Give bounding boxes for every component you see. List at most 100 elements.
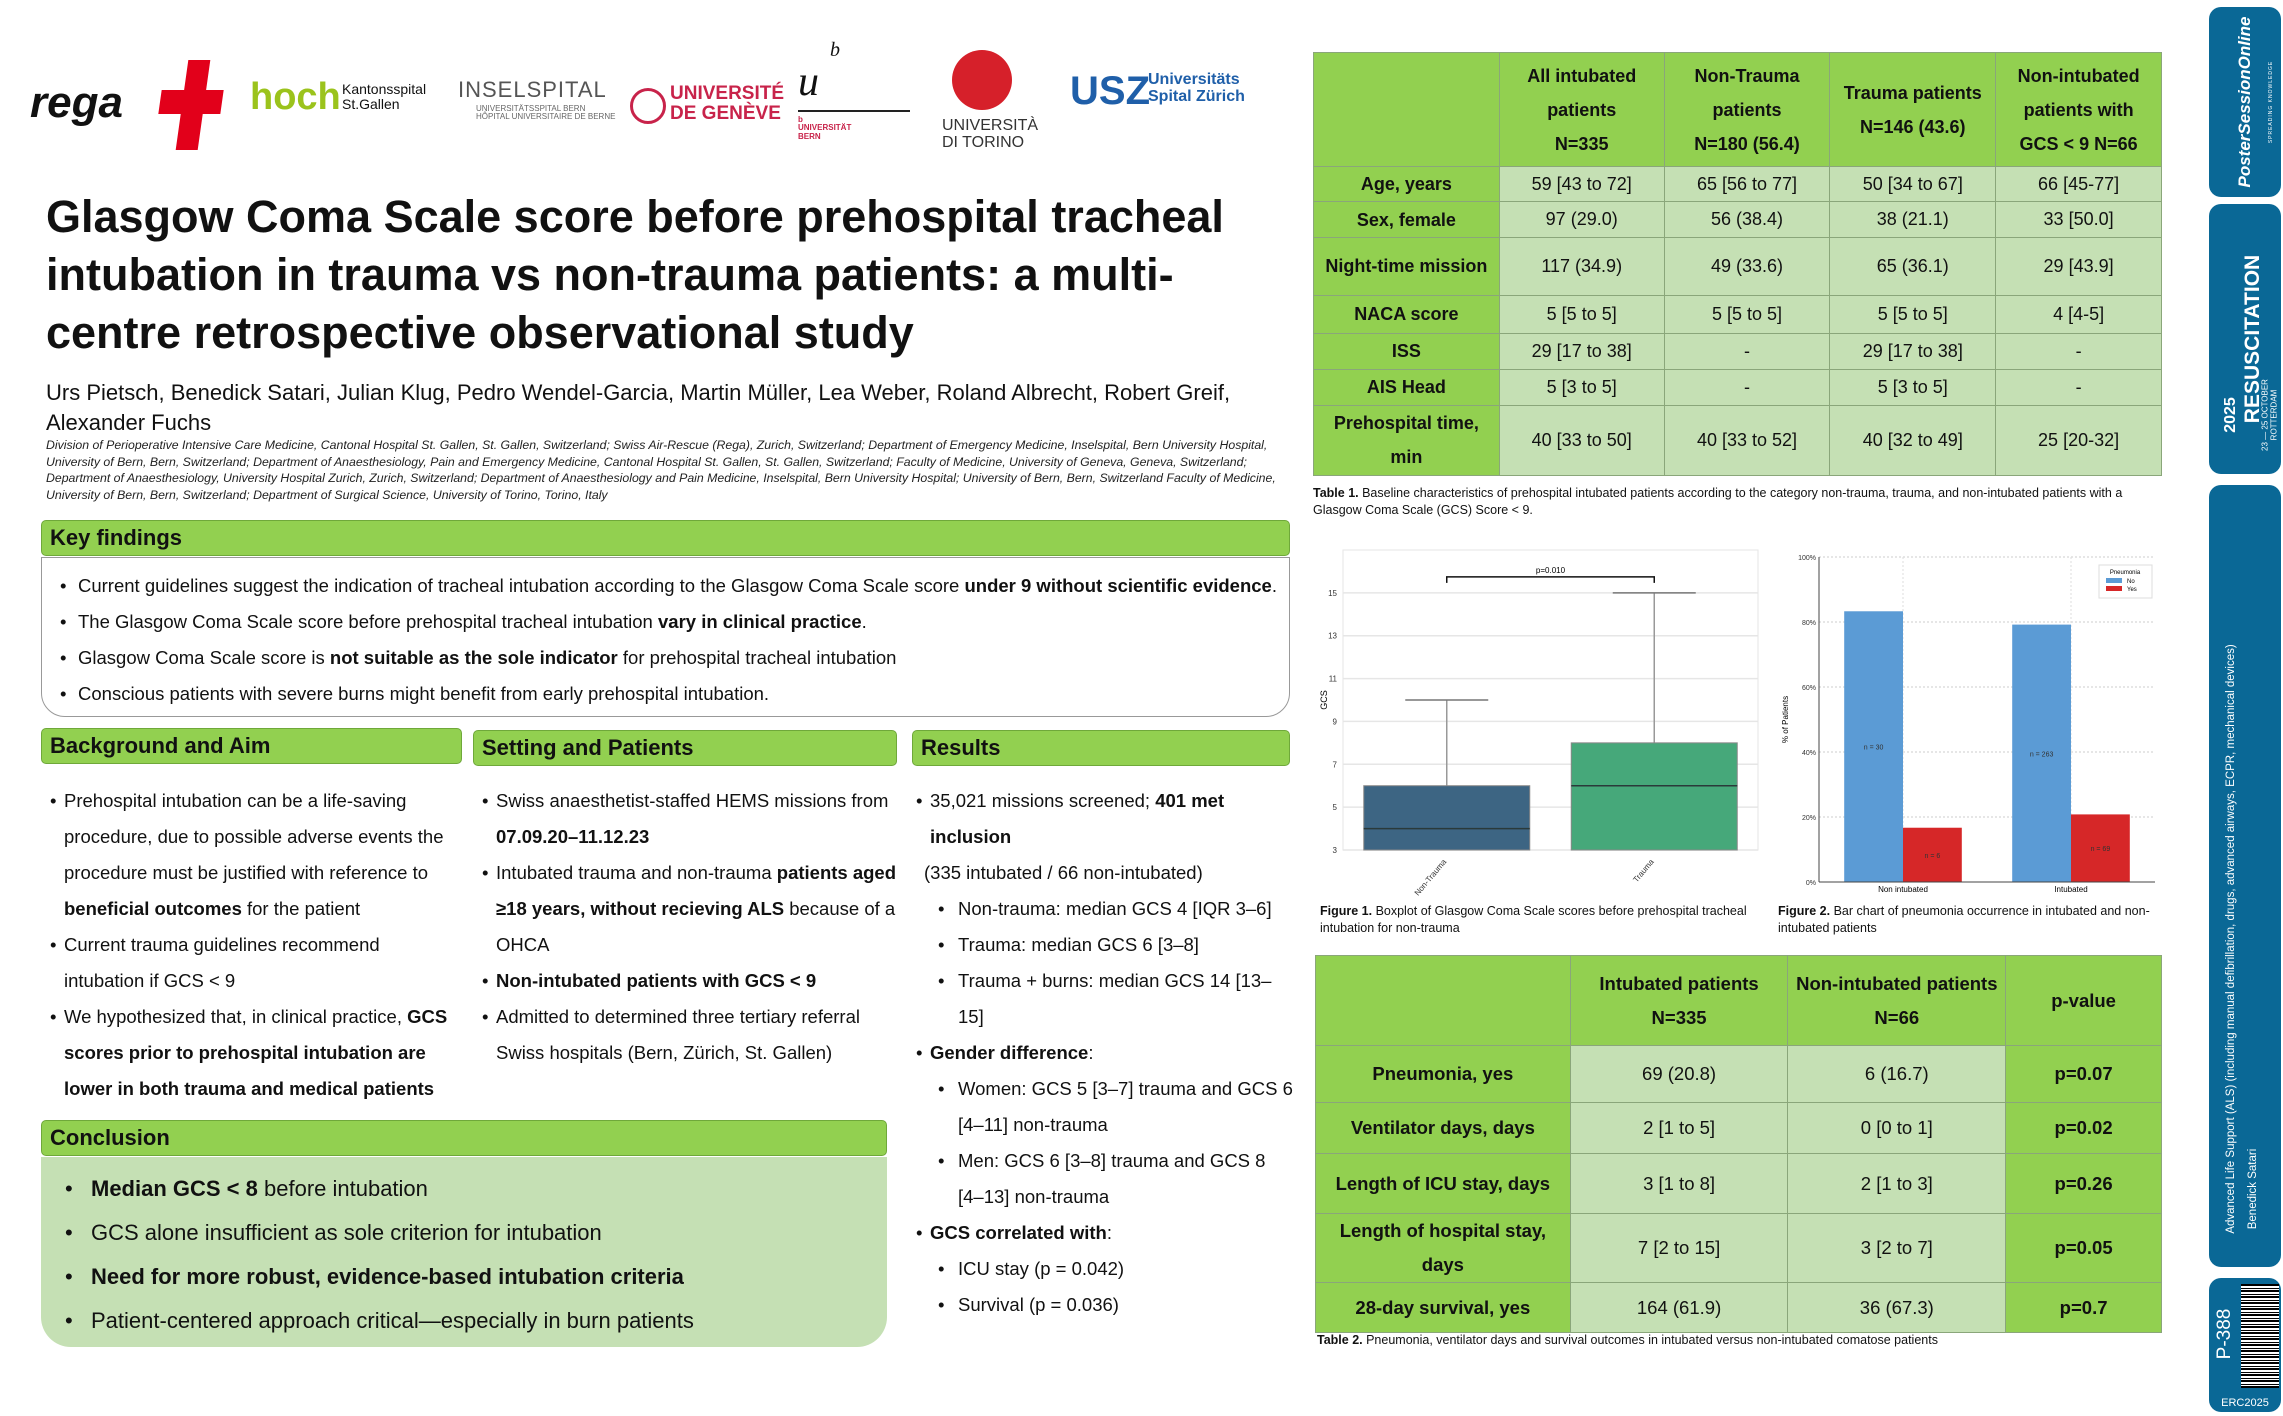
background-list: Prehospital intubation can be a life-sav… <box>44 783 464 1107</box>
table-row: ISS 29 [17 to 38] -29 [17 to 38] - <box>1313 332 2162 370</box>
list-item: Non-trauma: median GCS 4 [IQR 3–6] <box>910 891 1295 927</box>
row-label: Pneumonia, yes <box>1315 1045 1571 1103</box>
poster-session-online-badge[interactable]: PosterSessionOnline SPREADING KNOWLEDGE <box>2209 7 2281 197</box>
table-row: Ventilator days, days 2 [1 to 5] 0 [0 to 1… <box>1315 1102 2162 1154</box>
bold-text: beneficial outcomes <box>64 898 242 919</box>
conclusion-list: Median GCS < 8 before intubation GCS alon… <box>41 1157 887 1347</box>
row-label: Age, years <box>1313 166 1500 203</box>
inselspital-logo-sub: UNIVERSITÄTSSPITAL BERN HÔPITAL UNIVERSI… <box>476 104 616 122</box>
table1-caption: Table 1. Baseline characteristics of pre… <box>1313 485 2173 519</box>
text: GCS alone insufficient as sole criterion… <box>91 1220 602 1245</box>
conclusion-header: Conclusion <box>41 1120 887 1156</box>
legend-swatch <box>2106 586 2122 591</box>
topic-text: Advanced Life Support (ALS) (including m… <box>2225 643 2237 1234</box>
bold-text: 07.09.20–11.12.23 <box>496 826 650 847</box>
table-cell: p=0.7 <box>2005 1282 2162 1333</box>
list-item: Men: GCS 6 [3–8] trauma and GCS 8 [4–13]… <box>910 1143 1295 1215</box>
authors: Urs Pietsch, Benedick Satari, Julian Klu… <box>46 380 1231 435</box>
caption-label: Table 2. <box>1317 1333 1363 1347</box>
table-cell: 33 [50.0] <box>1995 201 2162 239</box>
table-cell: p=0.02 <box>2005 1102 2162 1154</box>
poster-id-badge: P-388 ERC2025 <box>2209 1278 2281 1412</box>
text: ICU stay (p = 0.042) <box>958 1258 1125 1279</box>
column-header: All intubated patients N=335 <box>1498 51 1665 168</box>
table-cell: 5 [5 to 5] <box>1829 294 1997 334</box>
congress-dates: 23 — 25 OCTOBER <box>2260 378 2270 451</box>
text: Patient-centered approach critical—espec… <box>91 1308 694 1333</box>
list-item: GCS alone insufficient as sole criterion… <box>59 1211 869 1255</box>
text: Women: GCS 5 [3–7] trauma and GCS 6 [4–1… <box>958 1078 1293 1135</box>
legend-swatch <box>2106 578 2122 583</box>
erc-label: ERC2025 <box>2221 1397 2269 1409</box>
row-label: Ventilator days, days <box>1315 1102 1571 1154</box>
table-row: Pneumonia, yes 69 (20.8) 6 (16.7) p=0.07 <box>1315 1045 2162 1103</box>
y-tick-label: 11 <box>1329 675 1338 684</box>
list-item: Patient-centered approach critical—espec… <box>59 1299 869 1343</box>
table-row: 28-day survival, yes 164 (61.9) 36 (67.3) p… <box>1315 1282 2162 1333</box>
setting-header: Setting and Patients <box>473 730 897 766</box>
bold-text: vary in clinical practice <box>658 611 862 632</box>
table-cell: p=0.26 <box>2005 1153 2162 1214</box>
row-label: NACA score <box>1313 294 1500 334</box>
pneumonia-bar-chart: % of Patients 0% 20% 40% 60% 80% 100% n = 30 n =… <box>1781 555 2155 894</box>
bern-logo-b: b <box>830 39 840 61</box>
list-item: Need for more robust, evidence-based int… <box>59 1255 869 1299</box>
x-tick-label: Non-Trauma <box>1413 857 1449 897</box>
y-tick-label: 9 <box>1333 717 1338 726</box>
geneve-logo: UNIVERSITÉ DE GENÈVE <box>670 83 785 124</box>
list-item: Women: GCS 5 [3–7] trauma and GCS 6 [4–1… <box>910 1071 1295 1143</box>
table-cell: 117 (34.9) <box>1498 237 1665 296</box>
list-item: Admitted to determined three tertiary re… <box>476 999 896 1071</box>
table-header-row: Intubated patients N=335 Non-intubated pa… <box>1315 955 2162 1046</box>
table-cell: 2 [1 to 3] <box>1787 1153 2007 1214</box>
row-label: Night-time mission <box>1313 237 1500 296</box>
text: Current guidelines suggest the indicatio… <box>78 575 965 596</box>
significance-bracket <box>1446 576 1655 583</box>
box-non-trauma <box>1363 785 1531 851</box>
table-row: Length of hospital stay, days 7 [2 to 15]… <box>1315 1213 2162 1283</box>
text: for the patient <box>241 898 361 919</box>
text: Non-trauma: median GCS 4 [IQR 3–6] <box>958 898 1272 919</box>
text: Conscious patients with severe burns mig… <box>78 683 770 704</box>
y-axis-label: % of Patients <box>1781 696 1790 743</box>
list-item: Survival (p = 0.036) <box>910 1287 1295 1323</box>
text: Intubated trauma and non-trauma <box>496 862 777 883</box>
list-item: Median GCS < 8 before intubation <box>59 1167 869 1211</box>
text: Admitted to determined three tertiary re… <box>496 1006 860 1063</box>
bold-text: Median GCS < 8 <box>91 1176 258 1201</box>
text: (335 intubated / 66 non-intubated) <box>924 862 1203 883</box>
table-row: NACA score 5 [5 to 5] 5 [5 to 5] 5 [5 to 5]… <box>1313 294 2162 334</box>
column-header: Intubated patients N=335 <box>1569 955 1789 1046</box>
column-header <box>1313 51 1500 168</box>
table-header-row: All intubated patients N=335 Non-Trauma p… <box>1313 51 2162 168</box>
kantonsspital-logo-text: Kantonsspital St.Gallen <box>342 81 427 112</box>
column-header <box>1315 955 1571 1046</box>
table-cell: 6 (16.7) <box>1787 1045 2007 1103</box>
affiliations: Division of Perioperative Intensive Care… <box>46 438 1276 502</box>
table-cell: 25 [20-32] <box>1995 404 2162 477</box>
row-label: Sex, female <box>1313 201 1500 239</box>
bold-text: Need for more robust, evidence-based int… <box>91 1264 684 1289</box>
bar-no <box>2012 624 2071 882</box>
table-cell: 36 (67.3) <box>1787 1282 2007 1333</box>
list-item: (335 intubated / 66 non-intubated) <box>910 855 1295 891</box>
text: because of a OHCA <box>496 898 896 955</box>
table-cell: 29 [17 to 38] <box>1498 332 1665 370</box>
row-label: Length of hospital stay, days <box>1315 1213 1571 1283</box>
bold-text: Gender difference <box>930 1042 1089 1063</box>
text: . <box>1271 575 1277 596</box>
table-cell: - <box>1663 332 1831 370</box>
y-tick-label: 5 <box>1333 803 1338 812</box>
text: Glasgow Coma Scale score is <box>78 647 330 668</box>
table-cell: p=0.05 <box>2005 1213 2162 1283</box>
key-findings-list: Current guidelines suggest the indicatio… <box>41 557 1290 717</box>
bern-logo-text: b UNIVERSITÄT BERN <box>798 115 852 141</box>
pso-tagline: SPREADING KNOWLEDGE <box>2268 60 2274 144</box>
bold-text: 401 met inclusion <box>930 790 1225 847</box>
usz-logo-text: Universitäts Spital Zürich <box>1148 71 1245 105</box>
bern-logo-line <box>798 110 910 112</box>
bold-text: Non-intubated patients with GCS < 9 <box>496 970 817 991</box>
row-label: 28-day survival, yes <box>1315 1282 1571 1333</box>
list-item: Gender difference: <box>910 1035 1295 1071</box>
list-item: Glasgow Coma Scale score is not suitable… <box>54 640 1277 676</box>
